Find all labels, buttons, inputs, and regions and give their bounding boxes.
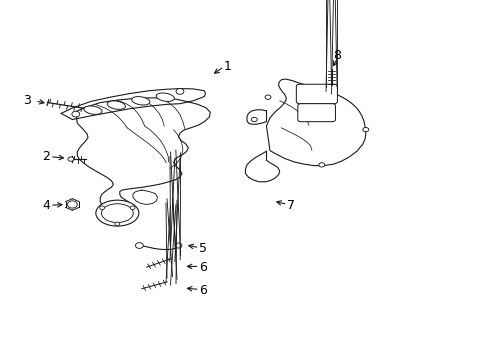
Polygon shape: [133, 190, 157, 204]
Text: 4: 4: [42, 199, 50, 212]
Polygon shape: [245, 151, 279, 182]
Polygon shape: [76, 98, 210, 212]
FancyBboxPatch shape: [297, 104, 335, 122]
Circle shape: [67, 201, 77, 208]
Ellipse shape: [107, 101, 125, 109]
Circle shape: [362, 127, 368, 132]
Ellipse shape: [96, 200, 139, 226]
Text: 6: 6: [199, 261, 206, 274]
Ellipse shape: [131, 96, 150, 105]
Circle shape: [100, 206, 104, 210]
Ellipse shape: [156, 93, 174, 102]
Circle shape: [318, 163, 324, 167]
Circle shape: [130, 206, 135, 210]
Text: 1: 1: [223, 60, 231, 73]
Circle shape: [175, 243, 182, 248]
Ellipse shape: [101, 204, 133, 222]
Text: 3: 3: [23, 94, 31, 107]
Text: 8: 8: [333, 49, 341, 62]
Circle shape: [68, 157, 74, 161]
Circle shape: [251, 117, 257, 122]
Circle shape: [135, 243, 143, 248]
Circle shape: [115, 222, 120, 226]
Polygon shape: [266, 79, 365, 166]
Ellipse shape: [83, 106, 102, 114]
Text: 7: 7: [286, 199, 294, 212]
Circle shape: [264, 95, 270, 99]
Circle shape: [72, 111, 80, 117]
Text: 2: 2: [42, 150, 50, 163]
Polygon shape: [61, 89, 205, 120]
Circle shape: [176, 89, 183, 94]
Text: 6: 6: [199, 284, 206, 297]
FancyBboxPatch shape: [296, 84, 337, 104]
Text: 5: 5: [199, 242, 206, 255]
Polygon shape: [246, 110, 266, 124]
